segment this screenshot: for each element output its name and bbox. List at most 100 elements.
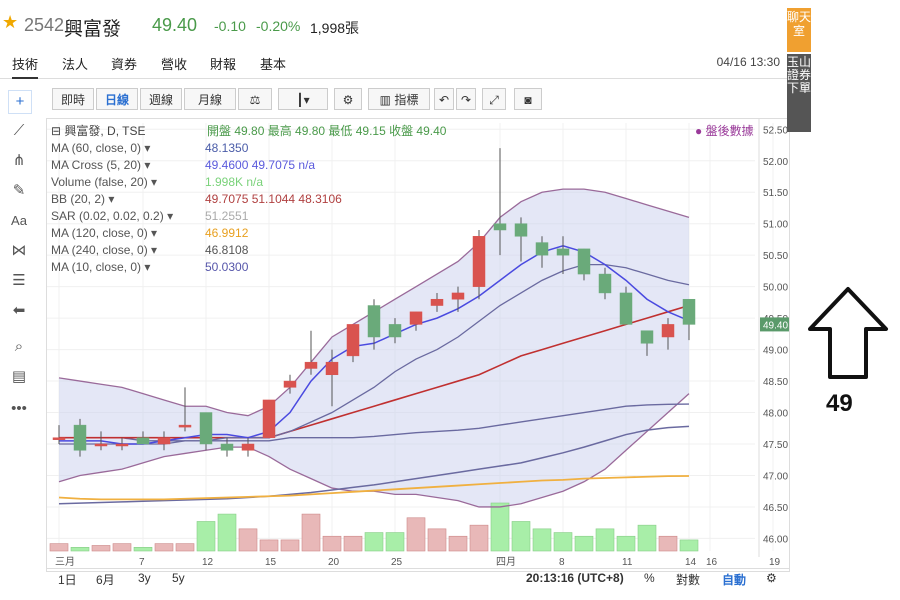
candle: [430, 292, 444, 312]
candle-body: [52, 437, 66, 440]
date-axis: 三月 7 12 15 20 25 四月 8 11 14 16 19: [55, 556, 781, 568]
range-1d[interactable]: 1日: [58, 573, 77, 587]
volume-bar: [616, 535, 636, 552]
log-toggle[interactable]: 對數: [676, 573, 701, 587]
server-time: 20:13:16 (UTC+8): [526, 571, 624, 585]
date-tick-label: 8: [559, 557, 565, 568]
stock-price: 49.40: [152, 15, 198, 35]
date-tick-label: 7: [139, 557, 145, 568]
tab-basic[interactable]: 基本: [260, 57, 287, 72]
brush-icon[interactable]: ✎: [12, 182, 26, 199]
legend-row-value: 51.2551: [205, 209, 249, 223]
volume-bar: [469, 524, 489, 552]
daily-button[interactable]: 日線: [96, 88, 138, 110]
candle: [367, 299, 381, 350]
volume-bar: [511, 521, 531, 552]
indicators-icon: ▥: [379, 93, 395, 107]
candle: [472, 230, 486, 300]
price-tick-label: 48.00: [763, 409, 788, 420]
legend-row-value: 46.8108: [205, 243, 249, 257]
compare-scale-icon[interactable]: ⚖: [238, 88, 272, 110]
volume-bar: [364, 532, 384, 552]
indicators-button[interactable]: ▥ 指標: [368, 88, 430, 110]
quote-header: ★ 2542 興富發 49.40 -0.10 -0.20% 1,998張: [0, 0, 780, 50]
price-tick-label: 47.50: [763, 440, 788, 451]
tab-financials[interactable]: 財報: [210, 57, 237, 72]
fork-icon[interactable]: ⋔: [12, 152, 26, 169]
undo-icon[interactable]: ↶: [434, 88, 454, 110]
stock-name: 興富發: [64, 19, 122, 40]
intraday-button[interactable]: 即時: [52, 88, 94, 110]
trade-volume: 1,998張: [310, 20, 360, 36]
settings-gear-icon[interactable]: ⚙: [334, 88, 362, 110]
chat-room-button[interactable]: 聊天室: [787, 8, 811, 52]
candle-body: [493, 223, 507, 231]
yushan-order-button[interactable]: 玉山證券下單: [787, 54, 811, 132]
candle: [556, 236, 570, 275]
volume-bar: [112, 543, 132, 552]
candle-type-icon[interactable]: ┃▾: [278, 88, 328, 110]
weekly-button[interactable]: 週線: [140, 88, 182, 110]
legend-main-title: ⊟ 興富發, D, TSE: [51, 123, 146, 138]
tab-institutional[interactable]: 法人: [62, 57, 89, 72]
monthly-button[interactable]: 月線: [184, 88, 236, 110]
volume-bar: [238, 528, 258, 552]
tab-revenue[interactable]: 營收: [161, 57, 188, 72]
candle-body: [136, 437, 150, 445]
candle-body: [220, 443, 234, 451]
candle: [598, 267, 612, 300]
date-tick-label: 20: [328, 557, 340, 568]
candle-body: [661, 324, 675, 338]
volume-bar: [343, 535, 363, 552]
legend-row-value: 46.9912: [205, 226, 249, 240]
candle-body: [619, 292, 633, 325]
price-tick-label: 49.00: [763, 346, 788, 357]
text-tool-icon[interactable]: Aa: [11, 213, 27, 228]
date-tick-label: 11: [622, 557, 633, 568]
candle-body: [241, 443, 255, 451]
candle: [577, 248, 591, 281]
percent-toggle[interactable]: %: [644, 571, 655, 585]
last-price-marker: [760, 317, 792, 332]
ruler-icon[interactable]: ▤: [11, 368, 27, 385]
price-tick-label: 50.50: [763, 251, 788, 262]
tab-technical[interactable]: 技術: [12, 54, 39, 79]
crosshair-icon[interactable]: +: [8, 90, 32, 114]
more-icon[interactable]: •••: [11, 400, 27, 417]
candle: [136, 431, 150, 445]
volume-bar: [217, 513, 237, 552]
candle-body: [199, 412, 213, 445]
candle: [409, 311, 423, 331]
fullscreen-icon[interactable]: ⤢: [482, 88, 506, 110]
favorite-star-icon[interactable]: ★: [2, 12, 19, 32]
price-tick-label: 51.50: [763, 188, 788, 199]
legend-row-value: 50.0300: [205, 260, 249, 274]
price-chart[interactable]: 52.5052.0051.5051.0050.5050.0049.5049.00…: [47, 119, 792, 571]
camera-icon[interactable]: ◙: [514, 88, 542, 110]
axis-settings-icon[interactable]: ⚙: [766, 571, 777, 585]
legend-row-label: MA (60, close, 0) ▾: [51, 141, 150, 155]
trendline-icon[interactable]: ⟋: [13, 122, 25, 139]
chart-toolbar: 即時 日線 週線 月線 ⚖ ┃▾ ⚙ ▥ 指標 ↶ ↷ ⤢ ◙: [48, 88, 556, 112]
candle: [262, 399, 276, 438]
after-hours-label: ● 盤後數據: [695, 124, 754, 138]
range-5y[interactable]: 5y: [172, 571, 185, 585]
legend-ohlc: 開盤 49.80 最高 49.80 最低 49.15 收盤 49.40: [207, 123, 447, 138]
candle-body: [430, 298, 444, 306]
arrow-left-icon[interactable]: ⬅: [12, 302, 26, 319]
candle: [619, 286, 633, 325]
fibonacci-icon[interactable]: ☰: [12, 272, 26, 289]
candle-body: [682, 298, 696, 325]
date-tick-label: 三月: [55, 556, 75, 568]
candle: [199, 412, 213, 451]
range-6m[interactable]: 6月: [96, 573, 115, 587]
redo-icon[interactable]: ↷: [456, 88, 476, 110]
auto-toggle[interactable]: 自動: [722, 573, 747, 587]
chart-panel[interactable]: 52.5052.0051.5051.0050.5050.0049.5049.00…: [46, 118, 792, 572]
tab-margin[interactable]: 資券: [111, 57, 138, 72]
range-3y[interactable]: 3y: [138, 571, 151, 585]
volume-bar: [70, 547, 90, 552]
zoom-icon[interactable]: ⌕: [14, 338, 24, 355]
pattern-icon[interactable]: ⋈: [11, 242, 27, 259]
candle-body: [577, 248, 591, 275]
